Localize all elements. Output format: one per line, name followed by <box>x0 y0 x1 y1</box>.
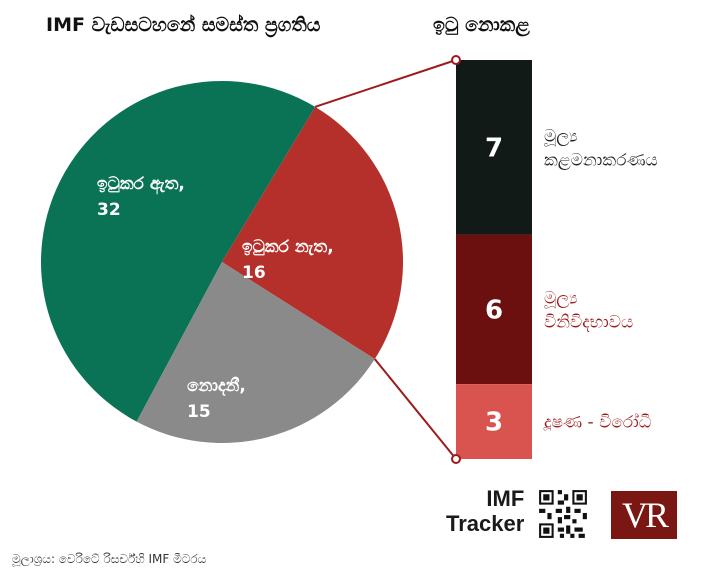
pie-slice-label: ඉටුකර ඇත, <box>97 174 185 195</box>
pie-slice-not-done <box>222 106 403 360</box>
bar-segment-financial-management <box>456 60 532 235</box>
chart-title: IMF වැඩසටහනේ සමස්ත ප්‍රගතිය <box>46 14 321 36</box>
bar-segment-label: විනිවිදභාවය <box>544 312 633 332</box>
tracker-line-2: Tracker <box>446 511 525 536</box>
qr-code-icon <box>537 488 589 540</box>
pie-slice-label: ඉටුකර නැත, <box>242 237 334 257</box>
pie-slice-value: 16 <box>242 263 266 283</box>
bar-segment-value: 7 <box>485 133 503 163</box>
bar-segment-label: මූල්‍ය <box>544 288 578 308</box>
source-note: මූලාශ්‍රය: වෙරිටේ රිසර්ච්හි IMF මීටරය <box>12 552 207 566</box>
tracker-line-1: IMF <box>486 486 525 511</box>
bar-segment-financial-transparency <box>456 234 532 385</box>
connector-line-bottom <box>373 358 457 460</box>
connector-dot-bottom <box>451 454 461 464</box>
bar-segment-anti-corruption <box>456 384 532 459</box>
imf-tracker-wordmark: IMF Tracker <box>446 486 524 536</box>
bar-segment-label: දූෂණ - විරෝධී <box>544 413 652 433</box>
bar-segment-value: 3 <box>485 408 503 438</box>
bar-title: ඉටු නොකළ <box>433 14 530 36</box>
pie-slice-label: නොදනී, <box>187 376 246 397</box>
pie-slice-value: 32 <box>97 200 121 220</box>
pie-slice-done <box>41 81 316 422</box>
veriteresearch-logo: VR <box>611 491 677 539</box>
connector-line-top <box>314 59 457 108</box>
pie-slice-value: 15 <box>187 402 211 422</box>
connector-dot-top <box>451 55 461 65</box>
pie-slice-unknown <box>136 262 375 443</box>
bar-segment-label: කළමනාකරණය <box>544 150 658 170</box>
bar-segment-label: මූල්‍ය <box>544 126 578 146</box>
bar-segment-value: 6 <box>485 295 503 325</box>
